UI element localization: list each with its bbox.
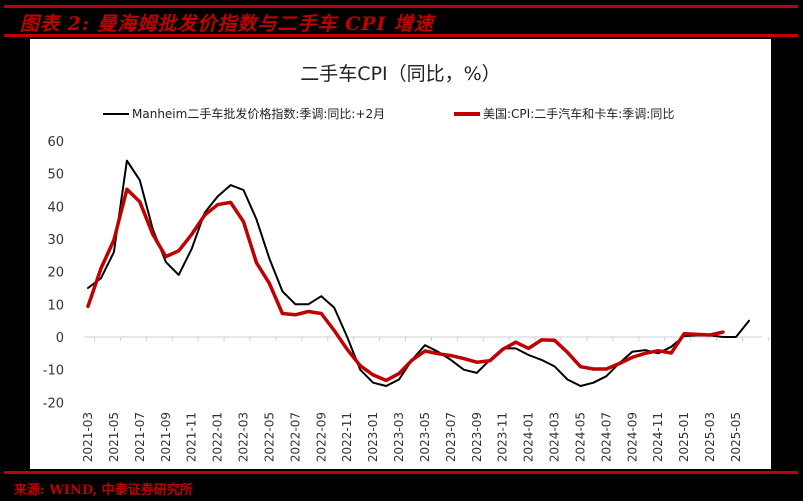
x-tick-label: 2023-01 [366,412,380,462]
x-tick-label: 2025-01 [677,412,691,462]
x-tick-label: 2021-07 [133,412,147,462]
y-tick-label: 60 [47,135,64,150]
series-line-manheim [87,159,750,387]
series-line-cpi [86,187,725,383]
x-tick-label: 2024-09 [625,412,639,462]
legend-swatch-red [454,111,480,116]
x-tick-label: 2023-07 [444,412,458,462]
source-note: 来源: WIND, 中泰证券研究所 [14,483,193,498]
legend-item-cpi: 美国:CPI:二手汽车和卡车:季调:同比 [454,105,674,122]
x-tick-label: 2024-07 [599,412,613,462]
y-tick-label: 40 [47,200,64,215]
x-tick-label: 2023-03 [392,412,406,462]
chart-panel: 二手车CPI（同比，%） Manheim二手车批发价格指数:季调:同比:+2月 … [30,39,771,469]
y-tick-label: 10 [47,298,64,313]
y-tick-label: 20 [47,266,64,281]
x-tick-label: 2021-11 [185,412,199,462]
legend-swatch-black [103,112,129,115]
x-tick-label: 2021-05 [107,412,121,462]
x-tick-label: 2024-05 [573,412,587,462]
y-tick-label: 30 [47,233,64,248]
chart-title: 二手车CPI（同比，%） [300,63,501,85]
x-tick-label: 2023-11 [496,412,510,462]
x-tick-label: 2024-11 [651,412,665,462]
y-tick-label: 50 [47,168,64,183]
x-tick-label: 2022-07 [288,412,302,462]
y-tick-label: -20 [43,396,64,411]
line-chart-plot: 60 50 40 30 20 10 0 -10 -20 2021-03 2021-05 2021-07… [43,135,769,462]
legend-label-cpi: 美国:CPI:二手汽车和卡车:季调:同比 [483,107,675,121]
y-tick-label: -10 [43,364,64,379]
legend-item-manheim: Manheim二手车批发价格指数:季调:同比:+2月 [103,105,385,122]
x-tick-label: 2022-09 [314,412,328,462]
title-rule-top [4,5,798,8]
legend-label-manheim: Manheim二手车批发价格指数:季调:同比:+2月 [132,107,386,121]
x-tick-label: 2022-01 [211,412,225,462]
y-tick-label: 0 [56,331,64,346]
figure-title: 图表 2: 曼海姆批发价指数与二手车 CPI 增速 [20,13,434,35]
x-tick-label: 2021-09 [159,412,173,462]
title-rule-bottom [4,34,798,37]
x-tick-label: 2025-05 [729,412,743,462]
source-rule [4,471,798,474]
x-tick-label: 2022-11 [340,412,354,462]
x-tick-label: 2025-03 [703,412,717,462]
x-tick-label: 2021-03 [81,412,95,462]
x-tick-label: 2022-05 [262,412,276,462]
x-tick-label: 2024-03 [548,412,562,462]
x-tick-label: 2024-01 [522,412,536,462]
x-tick-label: 2022-03 [237,412,251,462]
x-tick-label: 2023-05 [418,412,432,462]
x-tick-label: 2023-09 [470,412,484,462]
